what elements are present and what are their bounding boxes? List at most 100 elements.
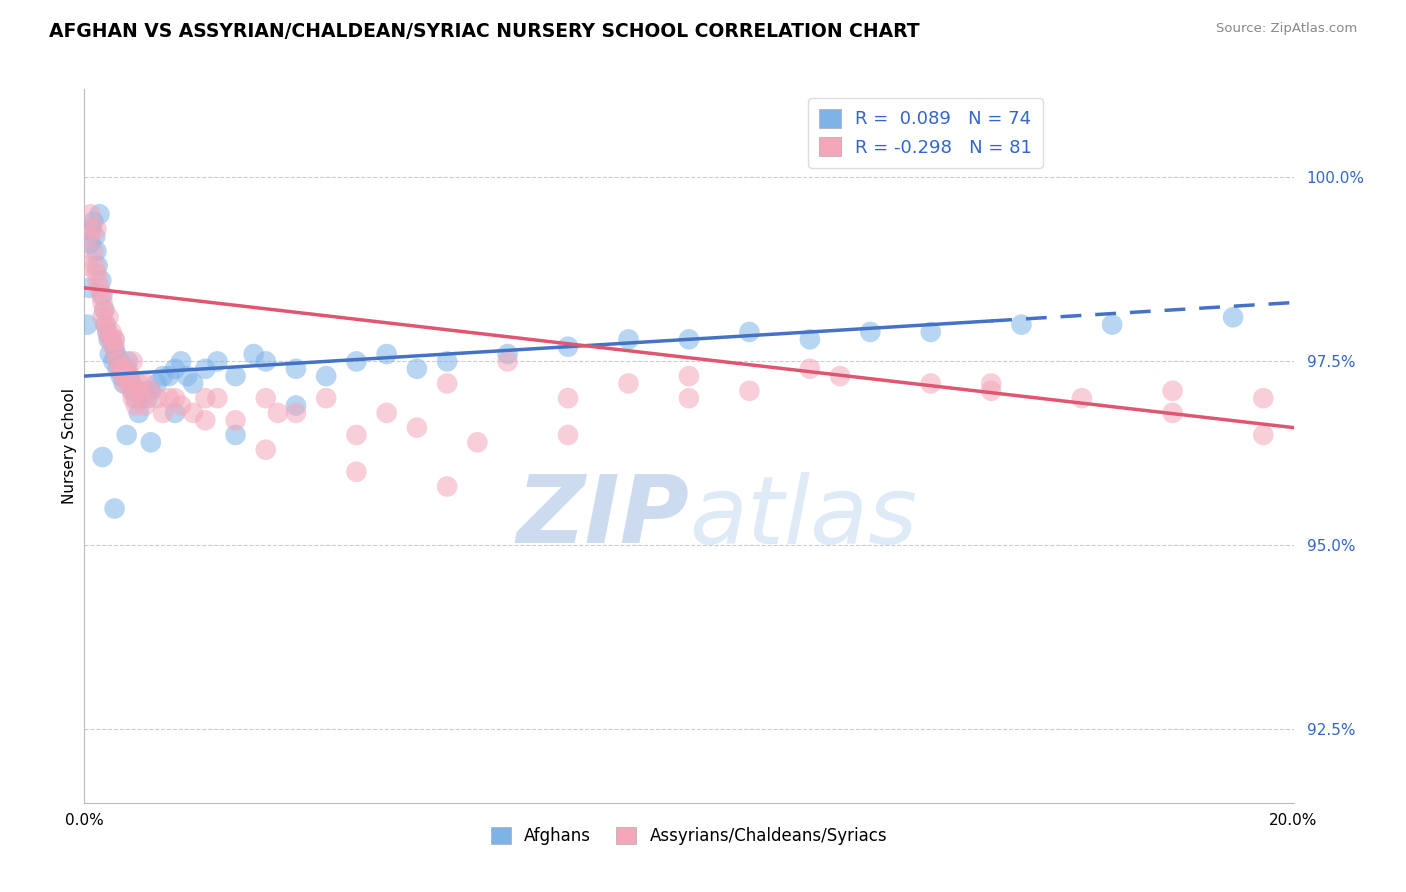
Point [115,428,138,442]
Text: Source: ZipAtlas.com: Source: ZipAtlas.com [1216,22,1357,36]
Point [980,384,1002,398]
Point [86,222,108,236]
Point [170,354,193,368]
Point [242,347,264,361]
Point [107,354,129,368]
Point [97,332,120,346]
Point [80,222,103,236]
Point [103,354,125,368]
Point [157,391,180,405]
Point [112,376,135,391]
Point [91,295,114,310]
Point [104,501,127,516]
Point [920,325,942,339]
Point [91,288,114,302]
Point [139,435,162,450]
Point [128,406,150,420]
Point [315,369,337,384]
Point [254,442,277,457]
Point [125,399,148,413]
Point [77,281,100,295]
Point [97,310,120,325]
Point [108,354,131,368]
Point [170,399,193,413]
Point [346,428,368,442]
Point [110,361,132,376]
Point [121,384,143,398]
Point [176,369,198,384]
Point [121,384,143,398]
Y-axis label: Nursery School: Nursery School [62,388,77,504]
Point [225,369,247,384]
Point [157,369,180,384]
Point [225,413,247,427]
Point [1253,428,1275,442]
Legend: Afghans, Assyrians/Chaldeans/Syriacs: Afghans, Assyrians/Chaldeans/Syriacs [484,820,894,852]
Point [152,369,174,384]
Point [86,266,108,280]
Point [104,332,127,346]
Point [114,376,136,391]
Point [121,391,143,405]
Point [467,435,489,450]
Point [107,361,129,376]
Point [315,391,337,405]
Point [79,236,101,251]
Point [738,384,761,398]
Point [267,406,290,420]
Point [89,281,111,295]
Text: atlas: atlas [689,472,917,563]
Point [98,332,121,346]
Point [152,406,174,420]
Point [1222,310,1244,325]
Point [496,354,519,368]
Point [920,376,942,391]
Point [799,332,821,346]
Point [617,376,640,391]
Point [89,207,111,221]
Point [111,369,134,384]
Point [139,384,162,398]
Point [131,391,153,405]
Point [118,369,141,384]
Point [406,361,429,376]
Point [346,354,368,368]
Point [1101,318,1123,332]
Point [207,391,229,405]
Point [84,259,107,273]
Point [103,340,125,354]
Point [285,399,308,413]
Point [181,406,204,420]
Point [125,391,148,405]
Point [678,369,700,384]
Point [98,347,121,361]
Point [76,318,98,332]
Point [225,428,247,442]
Point [121,354,143,368]
Point [134,384,156,398]
Point [104,332,127,346]
Point [115,369,138,384]
Text: ZIP: ZIP [516,471,689,564]
Point [117,354,139,368]
Point [375,406,398,420]
Point [254,391,277,405]
Point [77,229,100,244]
Point [128,376,150,391]
Point [134,399,156,413]
Point [346,465,368,479]
Point [496,347,519,361]
Point [165,361,187,376]
Point [94,318,117,332]
Point [830,369,852,384]
Point [375,347,398,361]
Point [93,302,115,317]
Text: AFGHAN VS ASSYRIAN/CHALDEAN/SYRIAC NURSERY SCHOOL CORRELATION CHART: AFGHAN VS ASSYRIAN/CHALDEAN/SYRIAC NURSE… [49,22,920,41]
Point [254,354,277,368]
Point [1161,406,1184,420]
Point [115,369,138,384]
Point [112,361,135,376]
Point [96,325,118,339]
Point [136,391,159,405]
Point [165,391,187,405]
